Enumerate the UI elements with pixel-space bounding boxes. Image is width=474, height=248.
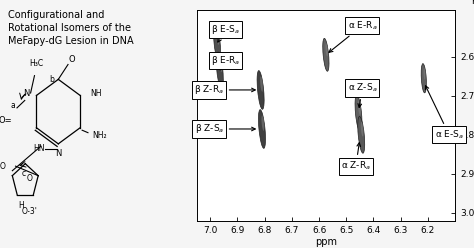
Text: β E-S$_a$: β E-S$_a$ — [211, 23, 240, 42]
Ellipse shape — [323, 38, 329, 71]
Text: ppm: ppm — [471, 0, 474, 4]
Text: Configurational and
Rotational Isomers of the
MeFapy-dG Lesion in DNA: Configurational and Rotational Isomers o… — [8, 10, 133, 46]
Text: NH₂: NH₂ — [92, 131, 107, 140]
Text: 5'-O: 5'-O — [0, 162, 6, 171]
Text: O=: O= — [0, 116, 12, 125]
Ellipse shape — [219, 58, 222, 72]
Ellipse shape — [257, 71, 264, 109]
Text: H₃C: H₃C — [29, 59, 44, 68]
Text: α E-R$_a$: α E-R$_a$ — [329, 19, 377, 52]
Text: b: b — [49, 75, 54, 85]
Ellipse shape — [258, 110, 265, 148]
Text: c: c — [22, 169, 26, 178]
Ellipse shape — [262, 115, 264, 131]
Ellipse shape — [355, 95, 362, 132]
Ellipse shape — [326, 43, 328, 56]
Text: N: N — [24, 89, 30, 97]
Ellipse shape — [421, 64, 427, 93]
Text: α Z-S$_a$: α Z-S$_a$ — [347, 82, 377, 107]
Ellipse shape — [358, 117, 365, 153]
Ellipse shape — [423, 68, 426, 80]
Text: HN: HN — [33, 144, 45, 153]
Text: α E-S$_a$: α E-S$_a$ — [426, 86, 464, 141]
Text: β Z-R$_a$: β Z-R$_a$ — [194, 83, 255, 96]
Text: H: H — [18, 200, 24, 210]
Ellipse shape — [217, 30, 219, 45]
Ellipse shape — [214, 25, 220, 62]
Text: O-3': O-3' — [21, 208, 37, 217]
Text: O: O — [69, 55, 75, 64]
Text: O: O — [26, 174, 32, 183]
Ellipse shape — [361, 122, 364, 137]
Text: NH: NH — [90, 89, 101, 97]
Ellipse shape — [216, 52, 223, 89]
X-axis label: ppm: ppm — [315, 237, 337, 247]
Text: β Z-S$_a$: β Z-S$_a$ — [195, 123, 255, 135]
Text: α Z-R$_a$: α Z-R$_a$ — [341, 143, 371, 172]
Text: a: a — [11, 101, 16, 110]
Text: β E-R$_a$: β E-R$_a$ — [211, 54, 240, 70]
Ellipse shape — [260, 76, 263, 92]
Ellipse shape — [358, 100, 361, 115]
Text: N: N — [55, 149, 62, 158]
